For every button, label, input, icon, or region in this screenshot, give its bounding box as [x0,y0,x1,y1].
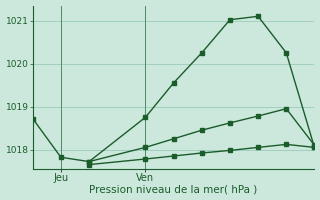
X-axis label: Pression niveau de la mer( hPa ): Pression niveau de la mer( hPa ) [90,184,258,194]
